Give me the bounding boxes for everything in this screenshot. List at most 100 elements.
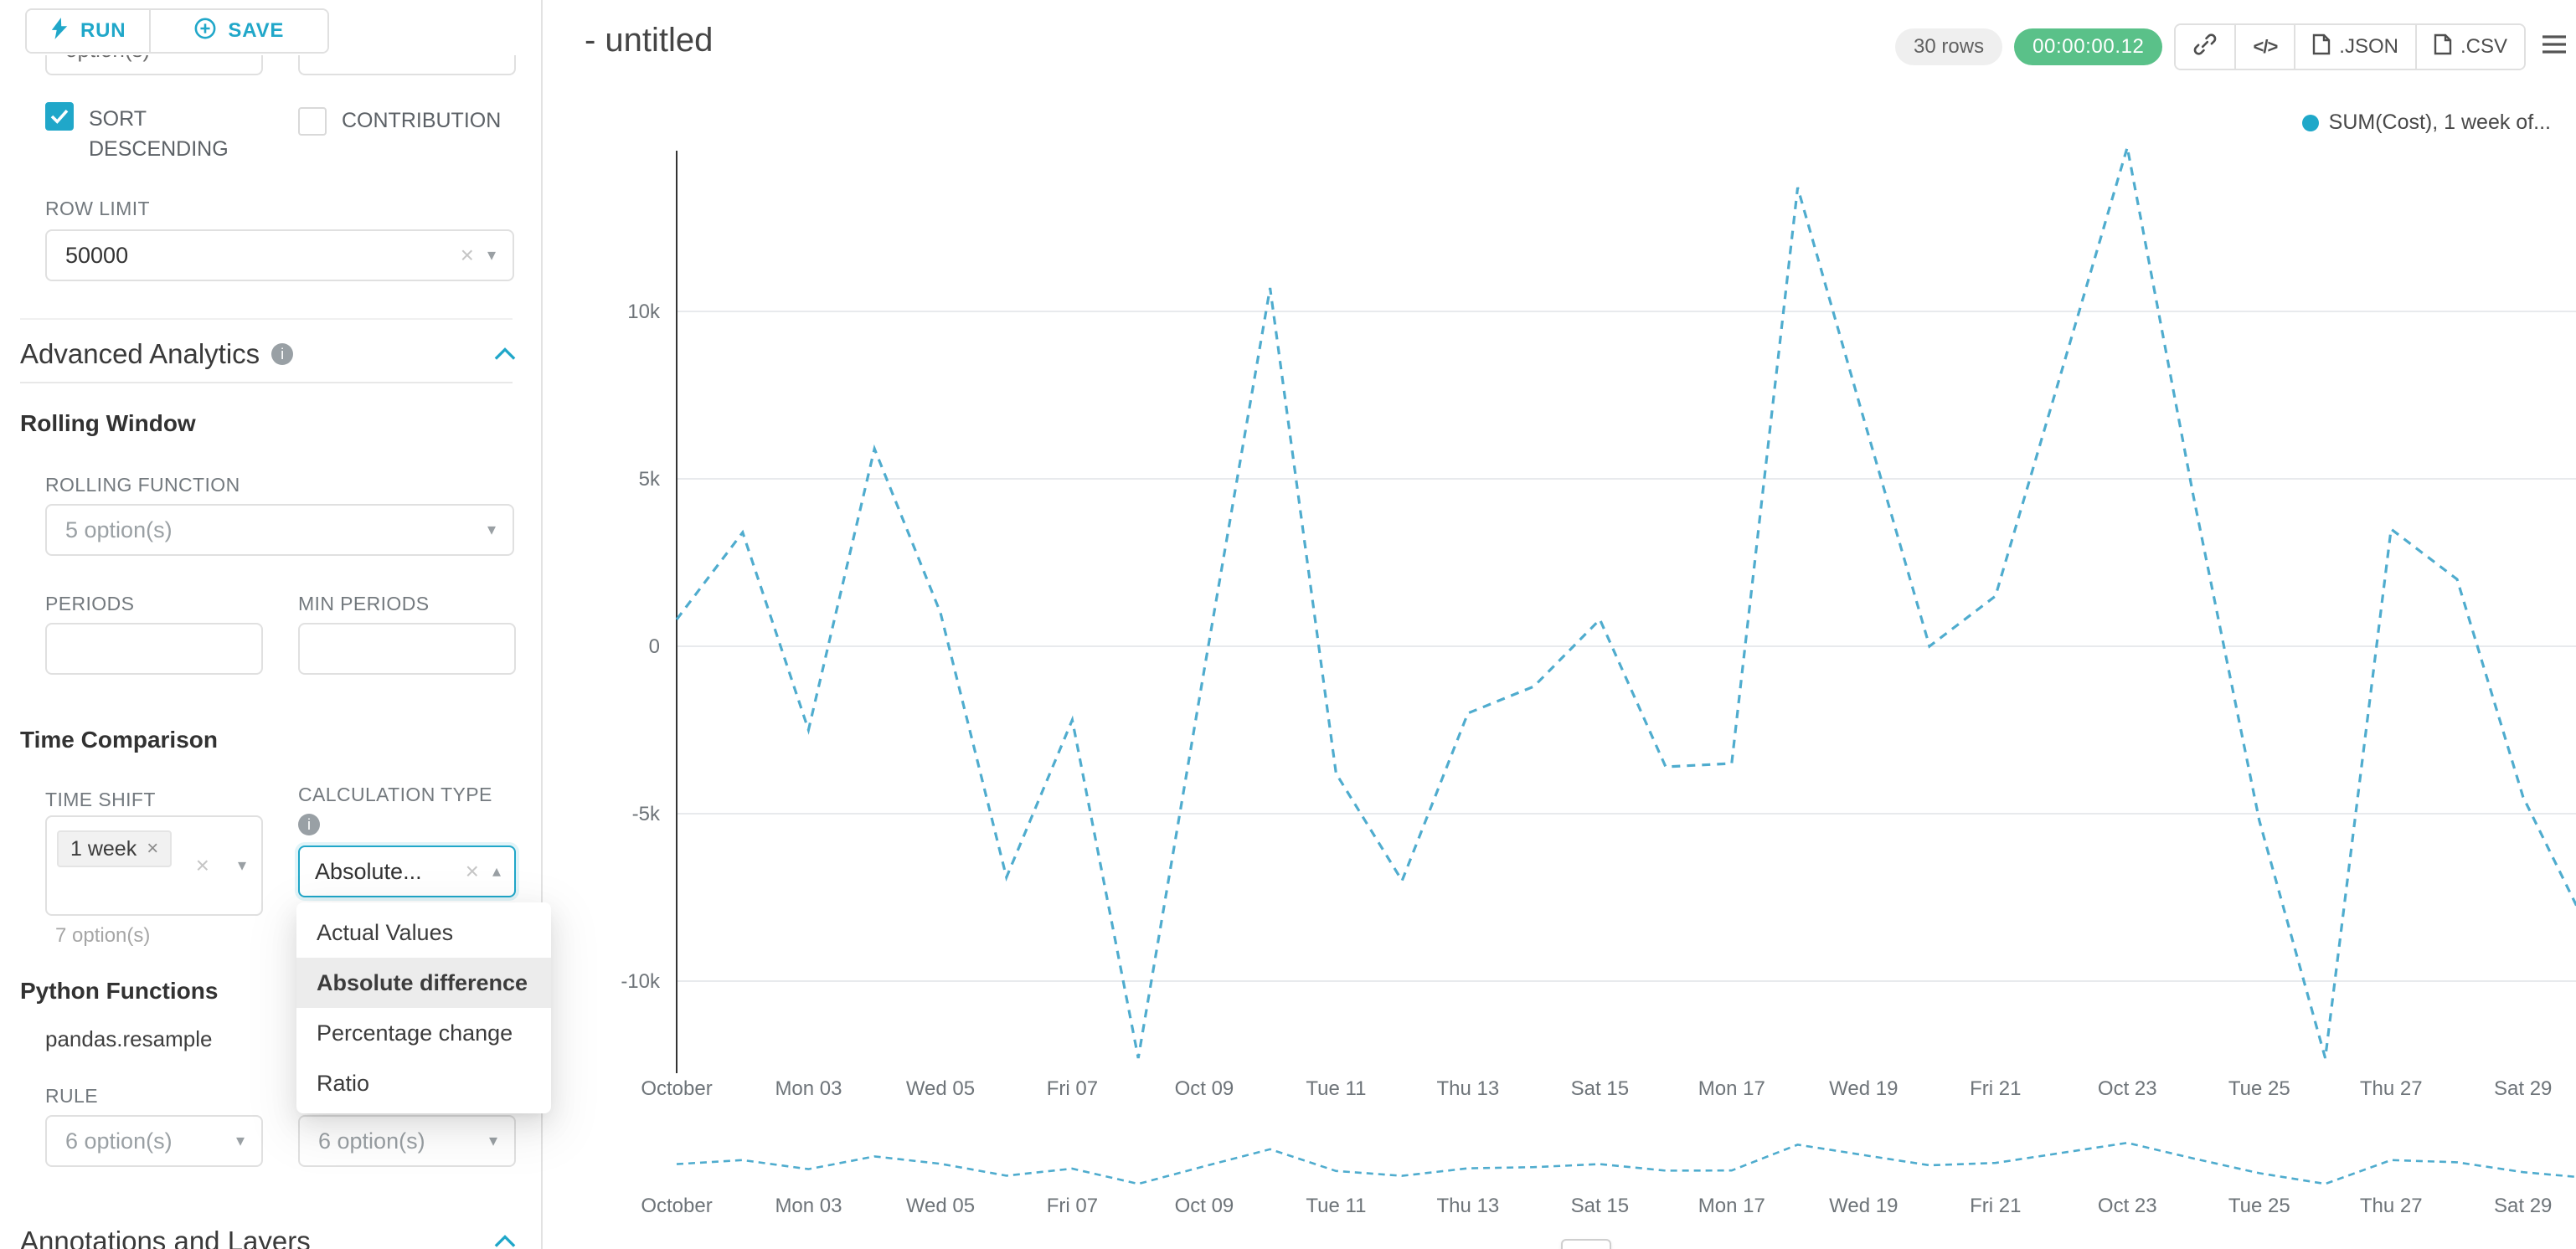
svg-text:Fri 21: Fri 21 [1970, 1195, 2021, 1217]
time-shift-tag: 1 week × [57, 830, 173, 867]
svg-text:Sat 29: Sat 29 [2494, 1077, 2552, 1100]
remove-tag-icon[interactable]: × [147, 837, 159, 860]
dropdown-option-absolute-difference[interactable]: Absolute difference [296, 958, 551, 1008]
caret-down-icon: ▾ [235, 1132, 245, 1150]
control-panel: option(s) RUN SAVE [0, 0, 551, 1249]
contribution-label: CONTRIBUTION [342, 109, 502, 132]
svg-text:Wed 19: Wed 19 [1829, 1077, 1898, 1100]
svg-text:-5k: -5k [632, 803, 661, 825]
checkbox-checked-icon[interactable] [45, 102, 74, 131]
lightning-bolt-icon [50, 17, 69, 45]
section-divider [20, 318, 513, 320]
chevron-up-icon[interactable] [494, 347, 516, 361]
download-json-button[interactable]: .JSON [2294, 25, 2415, 69]
rolling-function-placeholder: 5 option(s) [65, 517, 173, 542]
pandas-resample-label: pandas.resample [45, 1026, 213, 1051]
chevron-up-icon[interactable] [494, 1235, 516, 1248]
svg-text:Wed 05: Wed 05 [906, 1077, 975, 1100]
rolling-function-select[interactable]: 5 option(s) ▾ [45, 504, 514, 556]
resize-handle[interactable] [1561, 1239, 1611, 1249]
time-shift-select[interactable]: 1 week × × ▾ [45, 815, 263, 916]
rolling-function-label: ROLLING FUNCTION [45, 474, 240, 496]
dropdown-option-ratio[interactable]: Ratio [317, 1071, 370, 1096]
min-periods-input[interactable] [298, 623, 516, 675]
svg-text:Oct 23: Oct 23 [2098, 1077, 2157, 1100]
contribution-checkbox[interactable]: CONTRIBUTION [298, 107, 501, 136]
clear-icon[interactable]: × [460, 242, 474, 268]
time-series-chart[interactable]: 10k 5k 0 -5k -10k October Mon 03 Wed 05 Fri 07 Oc… [543, 142, 2576, 1113]
legend-dot [2301, 114, 2319, 131]
run-save-button-group: RUN SAVE [25, 8, 330, 54]
hamburger-menu-icon [2541, 33, 2568, 62]
row-limit-label: ROW LIMIT [45, 198, 150, 219]
svg-text:10k: 10k [627, 301, 661, 323]
time-shift-options-hint: 7 option(s) [55, 924, 151, 947]
advanced-analytics-header[interactable]: Advanced Analytics i [20, 338, 516, 370]
panel-resize-gutter[interactable] [541, 0, 543, 1249]
section-divider [20, 382, 513, 383]
csv-button-label: .CSV [2460, 35, 2507, 58]
embed-code-button[interactable]: </> [2234, 25, 2295, 69]
hamburger-menu-button[interactable] [2537, 26, 2571, 69]
svg-text:Thu 27: Thu 27 [2360, 1077, 2423, 1100]
svg-text:Tue 25: Tue 25 [2228, 1077, 2290, 1100]
svg-text:Wed 19: Wed 19 [1829, 1195, 1898, 1217]
run-label: RUN [80, 19, 126, 42]
chart-title: - untitled [585, 22, 714, 59]
info-icon: i [271, 343, 294, 365]
svg-text:Oct 23: Oct 23 [2098, 1195, 2157, 1217]
svg-text:Mon 17: Mon 17 [1698, 1195, 1765, 1217]
rolling-window-title: Rolling Window [20, 410, 196, 436]
copy-link-button[interactable] [2176, 25, 2235, 69]
row-limit-select[interactable]: 50000 × ▾ [45, 229, 514, 281]
clear-icon[interactable]: × [195, 852, 209, 878]
min-periods-label: MIN PERIODS [298, 593, 430, 614]
periods-input[interactable] [45, 623, 263, 675]
svg-text:Tue 11: Tue 11 [1306, 1077, 1366, 1100]
dropdown-option-percentage-change[interactable]: Percentage change [317, 1020, 513, 1046]
svg-text:Mon 03: Mon 03 [775, 1195, 842, 1217]
rule-select-2[interactable]: 6 option(s) ▾ [298, 1115, 516, 1167]
svg-text:Fri 07: Fri 07 [1047, 1195, 1098, 1217]
clear-icon[interactable]: × [465, 858, 479, 884]
time-shift-label: TIME SHIFT [45, 789, 156, 810]
rule-label: RULE [45, 1085, 98, 1107]
mini-range-chart[interactable]: October Mon 03 Wed 05 Fri 07 Oct 09 Tue 11 Thu… [543, 1125, 2576, 1226]
annotations-layers-header[interactable]: Annotations and Layers [20, 1226, 516, 1249]
dropdown-option-actual-values[interactable]: Actual Values [317, 920, 454, 945]
chart-legend[interactable]: SUM(Cost), 1 week of... [2301, 111, 2551, 135]
json-button-label: .JSON [2339, 35, 2398, 58]
caret-up-icon: ▴ [492, 862, 501, 881]
caret-down-icon: ▾ [488, 1132, 497, 1150]
info-icon: i [298, 814, 320, 835]
svg-text:0: 0 [649, 635, 660, 658]
annotations-layers-title: Annotations and Layers [20, 1226, 311, 1249]
run-button[interactable]: RUN [27, 10, 150, 52]
calculation-type-value: Absolute... [315, 858, 422, 884]
periods-label: PERIODS [45, 593, 135, 614]
save-label: SAVE [228, 19, 285, 42]
select-icons: × ▾ [196, 854, 246, 877]
advanced-analytics-title: Advanced Analytics [20, 338, 260, 369]
link-icon [2192, 32, 2218, 63]
legend-label: SUM(Cost), 1 week of... [2328, 111, 2551, 134]
save-button[interactable]: SAVE [149, 10, 328, 52]
sort-descending-checkbox[interactable]: SORT DESCENDING [45, 102, 233, 165]
chart-container: - untitled 30 rows 00:00:00.12 </> .JSON [543, 0, 2576, 1249]
svg-text:Sat 15: Sat 15 [1571, 1077, 1629, 1100]
caret-down-icon: ▾ [487, 246, 496, 265]
calculation-type-select[interactable]: Absolute... × ▴ [298, 846, 516, 897]
calculation-type-label: CALCULATION TYPE [298, 784, 492, 805]
svg-text:Thu 13: Thu 13 [1437, 1077, 1500, 1100]
checkbox-unchecked-icon[interactable] [298, 107, 327, 136]
file-icon [2312, 33, 2331, 61]
rule-select-1[interactable]: 6 option(s) ▾ [45, 1115, 263, 1167]
rule-placeholder-2: 6 option(s) [318, 1128, 425, 1154]
download-csv-button[interactable]: .CSV [2414, 25, 2524, 69]
svg-text:Tue 11: Tue 11 [1306, 1195, 1366, 1217]
caret-down-icon: ▾ [237, 856, 246, 875]
svg-text:Tue 25: Tue 25 [2228, 1195, 2290, 1217]
row-limit-value: 50000 [65, 242, 129, 268]
svg-text:October: October [641, 1195, 712, 1217]
